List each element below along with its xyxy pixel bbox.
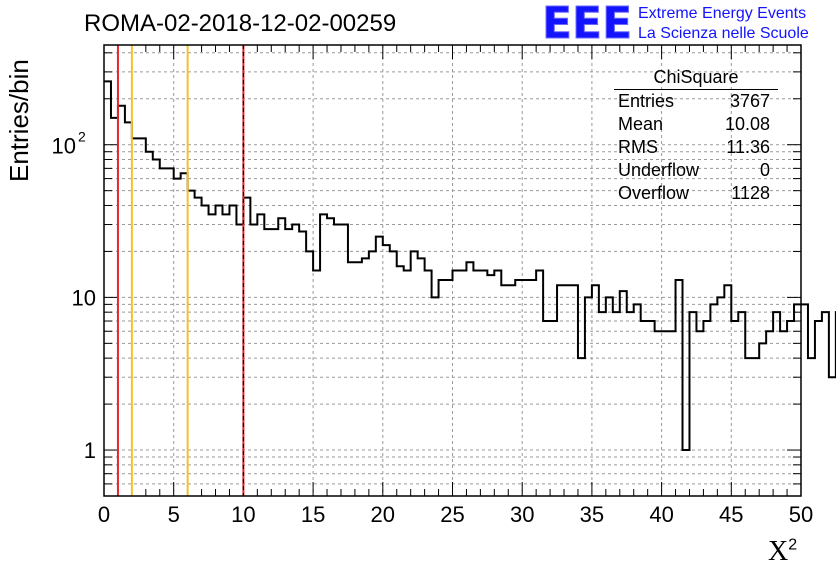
x-axis-label: X2 [768, 536, 797, 568]
eee-logo-line1: Extreme Energy Events [638, 5, 807, 22]
x-axis-label-superscript: 2 [788, 536, 798, 554]
y-axis-label: Entries/bin [4, 59, 34, 182]
stats-row-mean: Mean 10.08 [608, 113, 778, 136]
stats-label: Overflow [618, 183, 690, 203]
stats-row-entries: Entries 3767 [608, 90, 778, 113]
stats-label: RMS [618, 137, 658, 157]
stats-value: 3767 [729, 91, 770, 111]
stats-value: 10.08 [724, 114, 770, 134]
stats-label: Mean [618, 114, 664, 134]
stats-row-overflow: Overflow 1128 [608, 182, 778, 205]
x-tick-label: 0 [98, 502, 110, 527]
eee-logo: EEE [542, 2, 633, 42]
x-tick-label: 45 [719, 502, 743, 527]
stats-value: 11.36 [726, 137, 770, 157]
x-tick-label: 20 [371, 502, 395, 527]
x-tick-label: 15 [301, 502, 325, 527]
y-axis-label-wrap: Entries/bin [0, 59, 40, 182]
x-tick-label: 25 [440, 502, 464, 527]
x-tick-label: 10 [231, 502, 255, 527]
y-tick-label-exponent: 2 [78, 129, 86, 145]
stats-label: Entries [618, 91, 675, 111]
x-axis-label-base: X [768, 536, 789, 567]
stats-value: 1128 [731, 183, 770, 203]
x-tick-label: 40 [649, 502, 673, 527]
eee-logo-text: Extreme Energy Events La Scienza nelle S… [638, 4, 809, 44]
x-tick-label: 30 [510, 502, 534, 527]
stats-value: 0 [759, 160, 770, 180]
stats-label: Underflow [618, 160, 700, 180]
y-tick-label: 10 [72, 285, 96, 310]
y-tick-label: 1 [84, 438, 96, 463]
stats-box: ChiSquare Entries 3767 Mean 10.08 RMS 11.36 Un… [608, 66, 778, 205]
stats-row-underflow: Underflow 0 [608, 159, 778, 182]
chart-title: ROMA-02-2018-12-02-00259 [84, 10, 397, 37]
eee-logo-line2: La Scienza nelle Scuole [638, 25, 809, 42]
stats-title: ChiSquare [614, 66, 778, 90]
x-tick-label: 35 [580, 502, 604, 527]
histogram-series [104, 80, 836, 452]
x-tick-label: 5 [168, 502, 180, 527]
eee-logo-mark: EEE [542, 2, 632, 42]
plot-frame [103, 44, 802, 497]
stats-rows: Entries 3767 Mean 10.08 RMS 11.36 Underflow 0 Ov… [608, 90, 778, 205]
y-tick-label: 10 [52, 134, 76, 159]
x-tick-label: 50 [789, 502, 813, 527]
stats-row-rms: RMS 11.36 [608, 136, 778, 159]
